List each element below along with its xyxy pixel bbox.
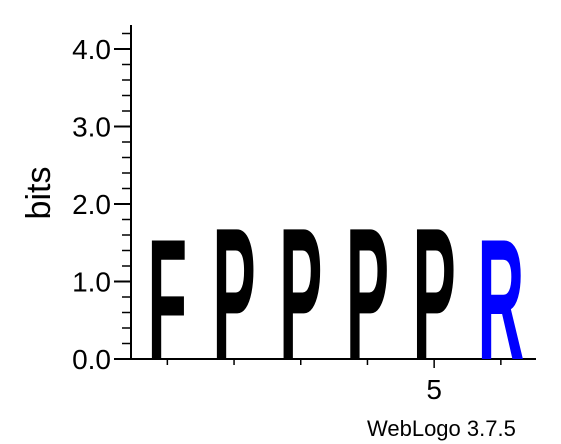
- logo-letter-p-pos4: P: [346, 189, 389, 399]
- axes: 0.0 1.0 2.0 3.0 4.0 5: [72, 25, 536, 405]
- logo-letter-f-pos1: F: [148, 203, 187, 396]
- y-tick-label: 0.0: [72, 344, 111, 375]
- y-tick-label: 3.0: [72, 112, 111, 143]
- y-tick-label: 2.0: [72, 189, 111, 220]
- logo-letter-p-pos3: P: [279, 189, 322, 399]
- logo-letter-p-pos5: P: [413, 189, 456, 399]
- weblogo-version-footer: WebLogo 3.7.5: [367, 416, 516, 441]
- y-tick-label: 4.0: [72, 34, 111, 65]
- logo-letter-r-pos6: R: [478, 203, 525, 396]
- y-axis-title: bits: [20, 167, 58, 220]
- logo-letter-p-pos2: P: [213, 189, 256, 399]
- y-tick-label: 1.0: [72, 267, 111, 298]
- x-tick-label: 5: [426, 374, 442, 405]
